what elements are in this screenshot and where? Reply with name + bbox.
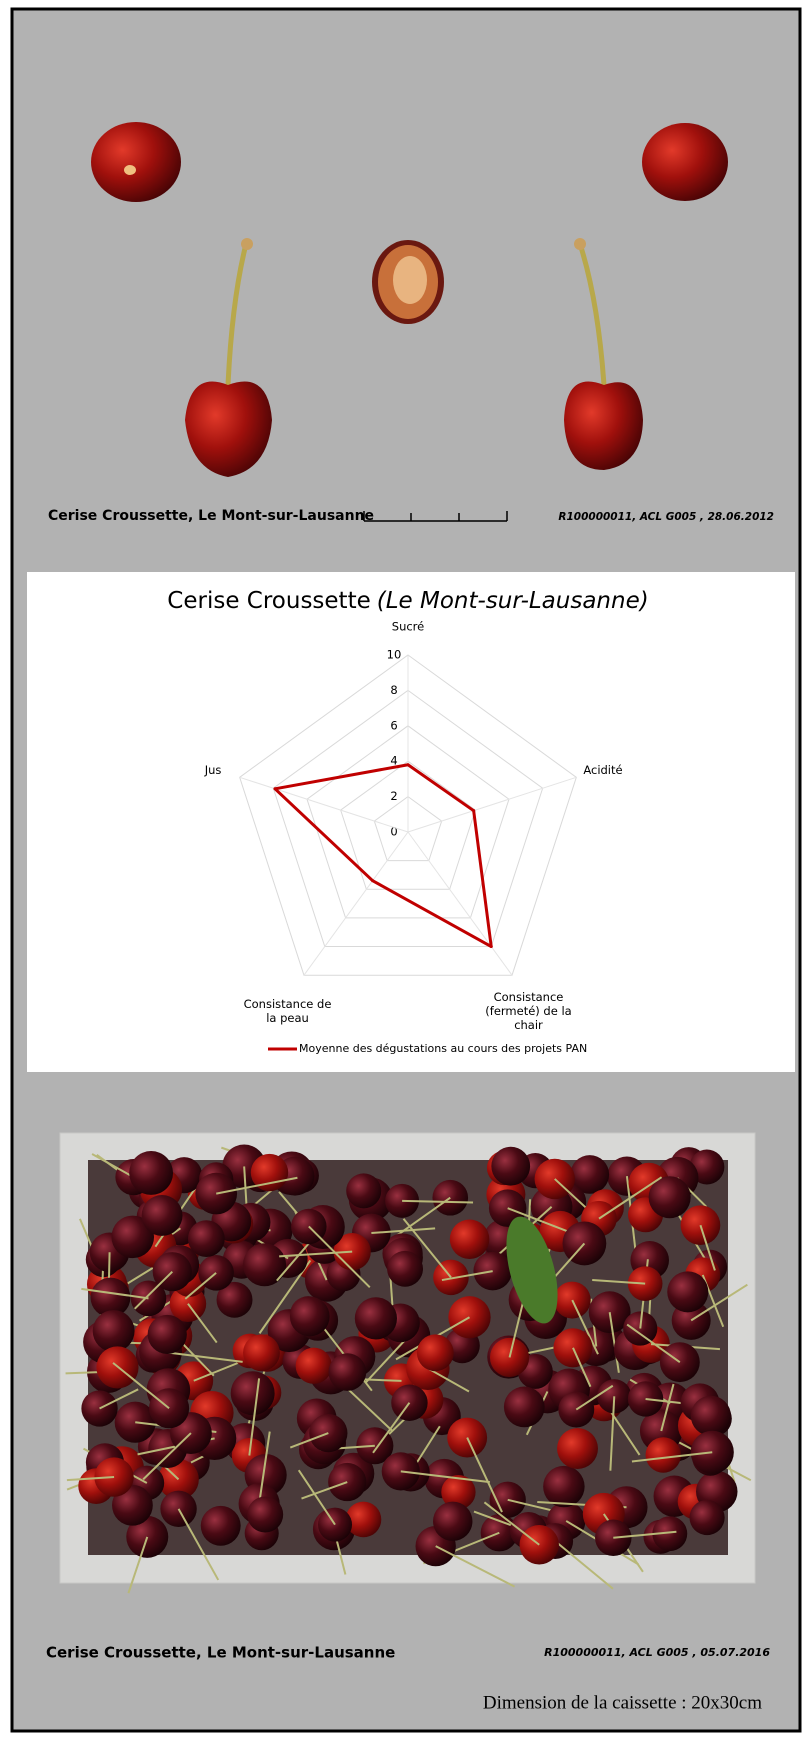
axis-label-line: Consistance de: [244, 996, 332, 1010]
chart-title-italic: (Le Mont-sur-Lausanne): [377, 588, 649, 614]
reference: R100000011, ACL G005 , 28.06.2012: [558, 511, 774, 523]
cherry: [329, 1353, 367, 1391]
axis-label-line: Consistance: [494, 989, 564, 1003]
cherry: [201, 1506, 241, 1546]
cherry: [296, 1348, 332, 1384]
cherry: [129, 1151, 173, 1195]
cherry: [491, 1147, 530, 1186]
cherry: [557, 1428, 598, 1469]
vertex: [371, 879, 374, 882]
cherry: [691, 1396, 731, 1436]
cherry: [290, 1297, 330, 1337]
cherry: [148, 1315, 187, 1354]
cherry: [355, 1297, 397, 1339]
cherry: [142, 1195, 183, 1236]
r-tick-label: 2: [390, 789, 397, 803]
cherry: [387, 1251, 423, 1287]
cherry: [417, 1334, 454, 1371]
cherry: [195, 1173, 237, 1215]
cherry: [160, 1491, 196, 1527]
vertex: [407, 763, 410, 766]
axis-label: Jus: [204, 763, 222, 777]
axis-label: Acidité: [583, 763, 622, 777]
axis-label-line: chair: [514, 1017, 543, 1031]
dimension: Dimension de la caissette : 20x30cm: [483, 1692, 762, 1713]
legend-label: Moyenne des dégustations au cours des pr…: [299, 1042, 587, 1055]
axis-label-line: (fermeté) de la: [485, 1003, 571, 1017]
r-tick-label: 10: [387, 648, 402, 662]
page: Cerise Croussette, Le Mont-sur-Lausanne …: [0, 0, 811, 1740]
r-tick-label: 6: [390, 718, 397, 732]
cherry: [247, 1496, 283, 1532]
crate-photo: [60, 1133, 755, 1593]
cherry: [520, 1525, 559, 1564]
r-tick-label: 8: [390, 683, 397, 697]
chart-title: Cerise Croussette (Le Mont-sur-Lausanne): [167, 588, 648, 614]
cherry: [667, 1271, 708, 1312]
caption: Cerise Croussette, Le Mont-sur-Lausanne: [48, 508, 374, 524]
vertex: [472, 809, 475, 812]
reference: R100000011, ACL G005 , 05.07.2016: [544, 1646, 770, 1659]
cherry: [188, 1220, 225, 1257]
cherry: [689, 1500, 724, 1535]
cherry: [346, 1173, 381, 1208]
cherry: [93, 1310, 135, 1352]
cherry: [646, 1437, 681, 1472]
cherry: [450, 1219, 489, 1258]
cherry: [473, 1252, 511, 1290]
cherry: [433, 1502, 472, 1541]
caption: Cerise Croussette, Le Mont-sur-Lausanne: [46, 1644, 395, 1662]
cherry: [504, 1387, 545, 1428]
cherry: [563, 1222, 607, 1266]
chart-title: Cerise Croussette: [167, 588, 370, 614]
vertex: [490, 945, 493, 948]
axis-label-line: la peau: [266, 1010, 309, 1024]
cherry: [243, 1243, 286, 1286]
chart-area: [27, 572, 795, 1072]
cherry: [543, 1466, 584, 1507]
cherry: [243, 1334, 280, 1371]
vertex: [274, 787, 277, 790]
cherry: [231, 1371, 275, 1415]
axis-label: Sucré: [392, 620, 424, 634]
